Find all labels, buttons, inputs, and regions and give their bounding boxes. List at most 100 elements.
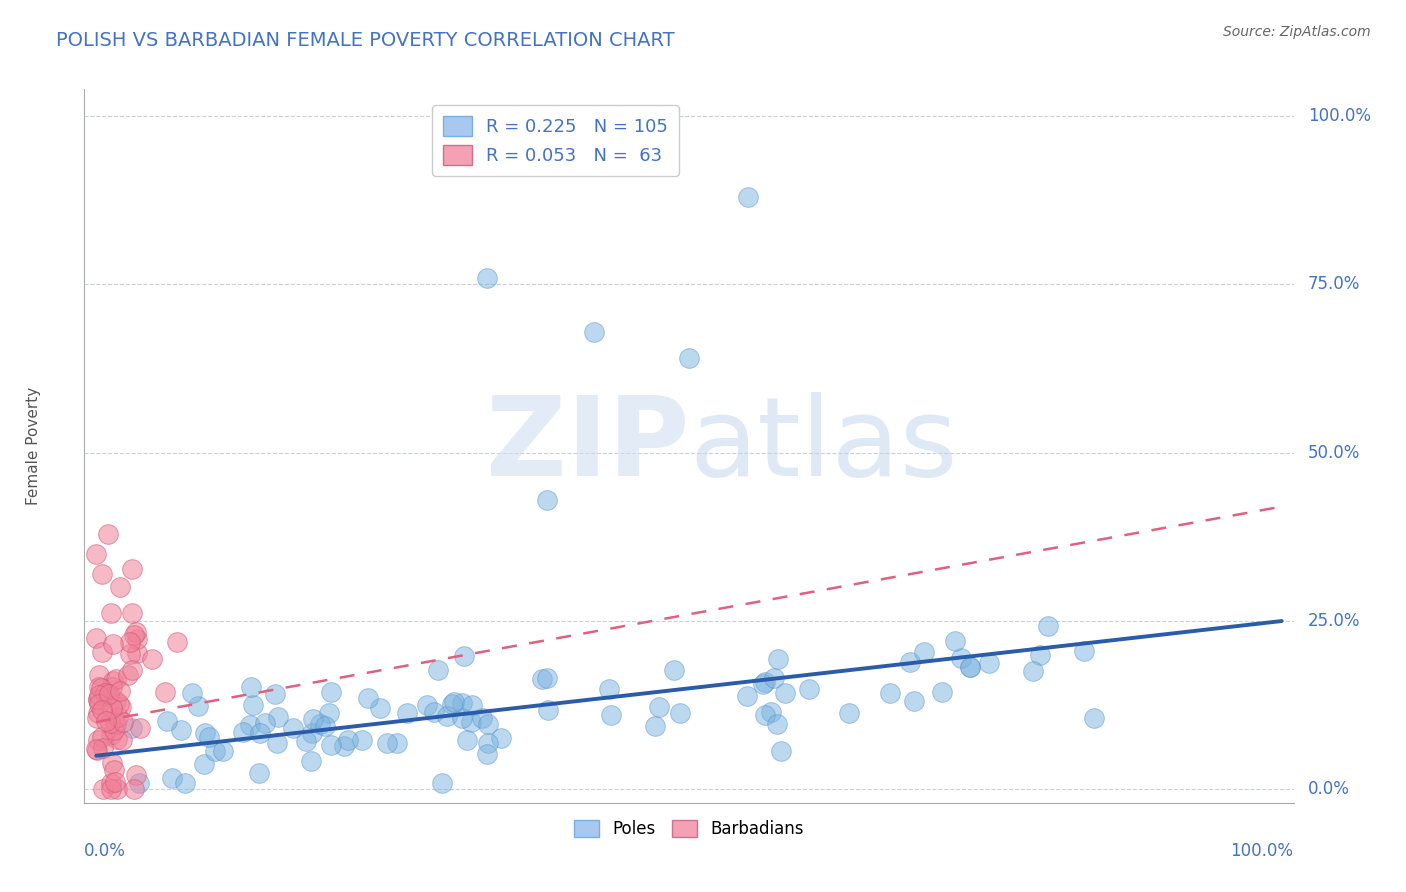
Point xyxy=(87,733,110,747)
Point xyxy=(668,706,690,720)
Point xyxy=(97,687,120,701)
Point xyxy=(104,694,127,708)
Point xyxy=(110,700,132,714)
Point xyxy=(475,747,498,761)
Point xyxy=(799,681,821,696)
Point xyxy=(173,775,195,789)
Point xyxy=(735,689,758,703)
Point xyxy=(94,686,117,700)
Text: POLISH VS BARBADIAN FEMALE POVERTY CORRELATION CHART: POLISH VS BARBADIAN FEMALE POVERTY CORRE… xyxy=(56,31,675,50)
Point xyxy=(898,655,921,669)
Point xyxy=(125,625,148,640)
Point xyxy=(430,775,453,789)
Point xyxy=(754,674,776,689)
Point xyxy=(648,700,671,714)
Point xyxy=(86,742,108,756)
Point xyxy=(441,697,464,711)
Point xyxy=(959,660,981,674)
Point xyxy=(91,566,114,581)
Point xyxy=(187,699,209,714)
Point xyxy=(104,774,127,789)
Point xyxy=(141,652,163,666)
Point xyxy=(105,732,128,747)
Point xyxy=(583,325,606,339)
Point xyxy=(267,710,290,724)
Text: ZIP: ZIP xyxy=(485,392,689,500)
Point xyxy=(254,716,277,731)
Point xyxy=(536,671,558,685)
Point xyxy=(212,744,235,758)
Point xyxy=(193,757,215,772)
Text: 100.0%: 100.0% xyxy=(1230,842,1294,860)
Point xyxy=(103,712,125,726)
Point xyxy=(1083,711,1105,725)
Point xyxy=(385,736,408,750)
Point xyxy=(762,671,785,685)
Point xyxy=(105,672,128,686)
Legend: Poles, Barbadians: Poles, Barbadians xyxy=(567,813,811,845)
Point xyxy=(160,771,183,785)
Point xyxy=(294,734,316,748)
Point xyxy=(108,684,131,698)
Point xyxy=(155,685,177,699)
Text: atlas: atlas xyxy=(689,392,957,500)
Text: 100.0%: 100.0% xyxy=(1308,107,1371,125)
Point xyxy=(98,716,121,731)
Point xyxy=(239,718,262,732)
Point xyxy=(759,705,782,719)
Point xyxy=(111,714,134,729)
Point xyxy=(456,733,478,747)
Point xyxy=(156,714,179,728)
Point xyxy=(751,676,773,690)
Point xyxy=(91,740,114,755)
Point xyxy=(107,710,129,724)
Point xyxy=(89,680,111,694)
Point xyxy=(121,606,143,620)
Point xyxy=(471,711,494,725)
Point xyxy=(84,742,107,756)
Point xyxy=(443,695,465,709)
Text: Source: ZipAtlas.com: Source: ZipAtlas.com xyxy=(1223,25,1371,39)
Text: 0.0%: 0.0% xyxy=(1308,780,1350,798)
Point xyxy=(302,712,325,726)
Point xyxy=(299,754,322,768)
Point xyxy=(120,634,142,648)
Point xyxy=(301,726,323,740)
Point xyxy=(128,721,150,735)
Point xyxy=(86,631,108,645)
Point xyxy=(103,764,125,778)
Point xyxy=(314,719,336,733)
Text: 75.0%: 75.0% xyxy=(1308,276,1361,293)
Point xyxy=(321,738,343,752)
Point xyxy=(979,656,1001,670)
Point xyxy=(461,698,484,712)
Point xyxy=(770,744,793,758)
Point xyxy=(1028,648,1050,663)
Point xyxy=(97,526,120,541)
Point xyxy=(100,782,122,797)
Point xyxy=(128,775,150,789)
Point xyxy=(477,736,499,750)
Point xyxy=(87,688,110,702)
Point xyxy=(247,765,270,780)
Point xyxy=(242,698,264,712)
Point xyxy=(959,660,981,674)
Point xyxy=(531,672,554,686)
Point xyxy=(108,580,131,594)
Point xyxy=(879,686,901,700)
Text: 0.0%: 0.0% xyxy=(84,842,127,860)
Point xyxy=(103,723,125,737)
Point xyxy=(86,692,108,706)
Point xyxy=(96,688,118,702)
Point xyxy=(91,644,114,658)
Point xyxy=(644,718,666,732)
Point xyxy=(451,696,474,710)
Point xyxy=(264,688,287,702)
Point xyxy=(87,706,110,720)
Point xyxy=(333,739,356,753)
Point xyxy=(427,663,450,677)
Point xyxy=(489,731,512,745)
Point xyxy=(91,702,114,716)
Point xyxy=(950,650,973,665)
Point xyxy=(239,680,262,694)
